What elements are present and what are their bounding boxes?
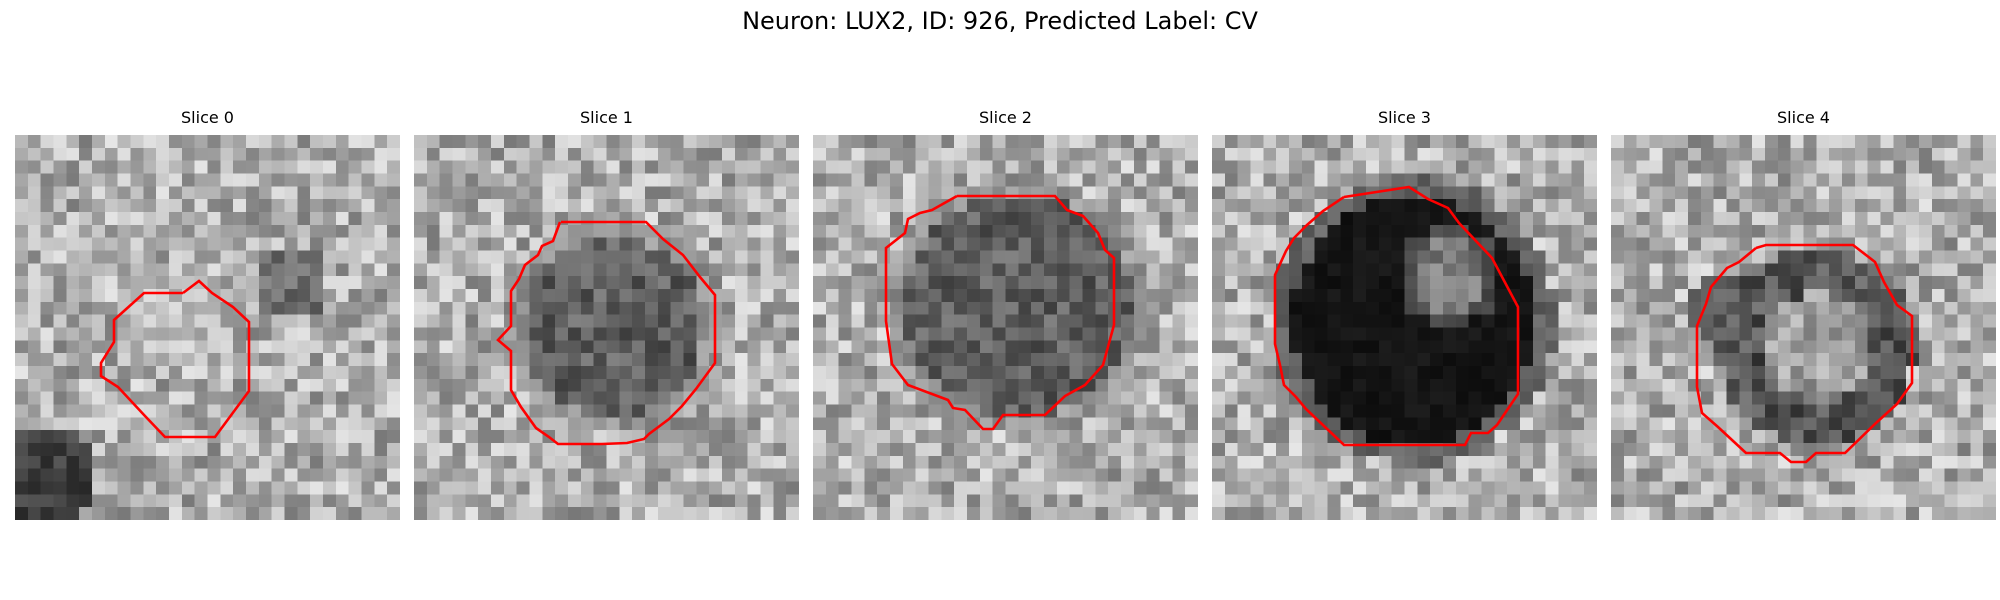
slice-image-0 (15, 135, 400, 520)
cell-contour-3 (1273, 185, 1520, 447)
slice-title-1: Slice 1 (580, 108, 633, 127)
slice-image-4 (1611, 135, 1996, 520)
cell-contour-0 (99, 279, 251, 439)
slice-panel-0: Slice 0 (15, 108, 400, 520)
slice-title-0: Slice 0 (181, 108, 234, 127)
slice-panel-2: Slice 2 (813, 108, 1198, 520)
slice-image-2 (813, 135, 1198, 520)
slice-panel-3: Slice 3 (1212, 108, 1597, 520)
slice-panel-4: Slice 4 (1611, 108, 1996, 520)
slice-panel-1: Slice 1 (414, 108, 799, 520)
slice-title-2: Slice 2 (979, 108, 1032, 127)
slice-title-4: Slice 4 (1777, 108, 1830, 127)
cell-contour-1 (496, 220, 717, 446)
figure-title: Neuron: LUX2, ID: 926, Predicted Label: … (742, 7, 1258, 35)
slice-title-3: Slice 3 (1378, 108, 1431, 127)
cell-contour-4 (1695, 243, 1914, 464)
slice-image-1 (414, 135, 799, 520)
cell-contour-2 (884, 194, 1116, 431)
